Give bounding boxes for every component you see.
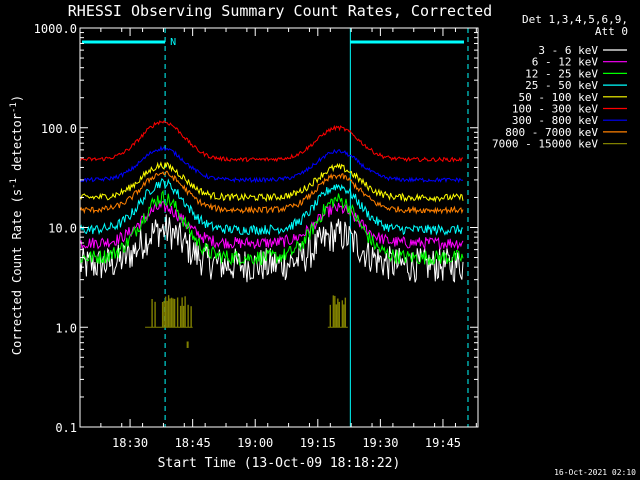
series-line-5 <box>80 120 464 163</box>
legend-label-6: 300 - 800 keV <box>512 114 598 127</box>
y-tick-label-2: 10.0 <box>48 222 77 236</box>
legend-label-1: 6 - 12 keV <box>532 56 599 69</box>
legend-label-7: 800 - 7000 keV <box>505 126 598 139</box>
x-tick-label-0: 18:30 <box>112 436 148 450</box>
series-line-0 <box>80 214 464 283</box>
y-axis-label: Corrected Count Rate (s-1 detector-1) <box>9 95 24 355</box>
legend-header-0: Det 1,3,4,5,6,9, <box>522 13 628 26</box>
legend-label-8: 7000 - 15000 keV <box>492 138 598 151</box>
legend-label-2: 12 - 25 keV <box>525 67 598 80</box>
legend-label-5: 100 - 300 keV <box>512 103 598 116</box>
y-tick-label-1: 100.0 <box>41 122 77 136</box>
timestamp: 16-Oct-2021 02:10 <box>554 468 636 477</box>
chart-title: RHESSI Observing Summary Count Rates, Co… <box>68 2 492 20</box>
x-tick-label-4: 19:30 <box>362 436 398 450</box>
legend-header-1: Att 0 <box>595 25 628 38</box>
x-tick-label-3: 19:15 <box>300 436 336 450</box>
x-axis-label: Start Time (13-Oct-09 18:18:22) <box>158 456 401 471</box>
y-tick-label-3: 1.0 <box>55 321 77 335</box>
plot-area: N <box>80 28 469 427</box>
x-tick-label-1: 18:45 <box>175 436 211 450</box>
series-line-2 <box>80 189 464 266</box>
x-tick-label-2: 19:00 <box>237 436 273 450</box>
x-tick-label-5: 19:45 <box>425 436 461 450</box>
series-line-3 <box>80 177 464 236</box>
y-tick-label-4: 0.1 <box>55 421 77 435</box>
series-line-4 <box>80 161 464 203</box>
series-line-6 <box>80 145 464 184</box>
legend-label-4: 50 - 100 keV <box>519 91 599 104</box>
legend-label-0: 3 - 6 keV <box>538 44 598 57</box>
y-tick-label-0: 1000.0 <box>34 22 77 36</box>
annotation-n: N <box>170 37 176 48</box>
legend-label-3: 25 - 50 keV <box>525 79 598 92</box>
series-line-7 <box>80 170 464 215</box>
